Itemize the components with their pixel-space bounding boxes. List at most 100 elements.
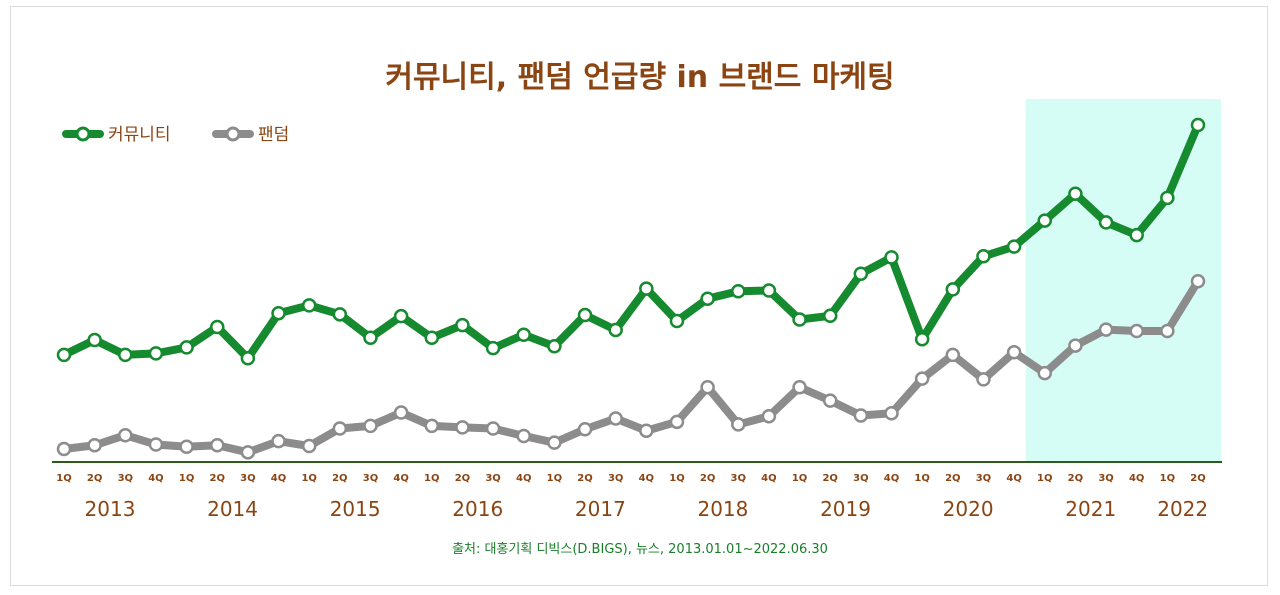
x-tick-quarter: 4Q [884,473,899,484]
data-point-community [1098,215,1114,230]
data-point-fandom [822,393,838,408]
x-tick-quarter: 4Q [393,473,408,484]
data-point-fandom [639,423,654,439]
data-point-community [301,298,317,313]
data-point-fandom [209,438,225,453]
data-point-community [669,313,685,329]
data-point-community [363,330,378,346]
data-point-fandom [547,435,562,450]
x-tick-quarter: 1Q [56,473,71,484]
x-tick-quarter: 2Q [1068,473,1083,484]
data-point-fandom [669,414,685,430]
data-point-community [547,339,562,354]
x-tick-quarter: 3Q [853,473,868,484]
data-point-fandom [87,438,102,453]
x-tick-quarter: 1Q [424,473,439,484]
x-tick-quarter: 1Q [1037,473,1052,484]
data-point-community [1037,213,1053,228]
data-point-community [1068,186,1083,202]
data-point-fandom [516,428,531,444]
data-point-community [1190,117,1206,133]
data-point-community [853,266,869,282]
data-point-fandom [179,439,194,454]
x-tick-quarter: 4Q [1006,473,1021,484]
data-point-fandom [1037,365,1053,381]
x-tick-quarter: 4Q [1129,473,1144,484]
x-tick-quarter: 1Q [1160,473,1175,484]
data-point-fandom [148,437,164,452]
x-tick-quarter: 2Q [945,473,960,484]
data-point-fandom [914,371,930,386]
data-point-community [700,291,715,306]
data-point-community [1129,227,1144,243]
data-point-fandom [485,421,501,436]
x-tick-quarter: 1Q [547,473,562,484]
x-tick-quarter: 2Q [455,473,470,484]
data-point-community [1006,239,1022,254]
data-point-fandom [1190,273,1206,289]
x-tick-quarter: 3Q [608,473,623,484]
data-point-community [424,330,440,346]
data-point-community [240,350,256,366]
data-point-fandom [393,405,409,420]
data-point-fandom [577,422,593,437]
legend-marker-community [75,126,91,142]
data-point-fandom [455,420,470,435]
x-tick-quarter: 1Q [792,473,807,484]
x-tick-quarter: 3Q [1098,473,1113,484]
x-tick-quarter: 3Q [485,473,500,484]
data-point-fandom [118,427,133,443]
series-fandom [56,273,1206,460]
data-point-community [148,346,164,361]
data-point-community [332,307,348,322]
data-point-community [608,322,623,338]
x-tick-year: 2016 [452,497,503,521]
x-tick-year: 2022 [1157,497,1208,521]
chart-title: 커뮤니티, 팬덤 언급량 in 브랜드 마케팅 [385,60,895,95]
data-point-community [731,284,746,299]
chart-source: 출처: 대홍기획 디빅스(D.BIGS), 뉴스, 2013.01.01~202… [452,542,828,557]
legend-marker-fandom [225,126,241,142]
x-tick-quarter: 2Q [87,473,102,484]
legend: 커뮤니티 팬덤 [62,125,289,145]
x-tick-quarter: 1Q [669,473,684,484]
x-tick-quarter: 2Q [700,473,715,484]
data-point-fandom [1068,338,1083,353]
x-tick-quarter: 2Q [577,473,592,484]
data-point-fandom [1160,323,1175,339]
x-tick-quarter: 4Q [516,473,531,484]
data-point-fandom [761,408,777,424]
data-point-fandom [332,421,348,436]
data-point-community [516,327,531,343]
data-point-fandom [56,441,72,457]
data-point-community [485,340,501,356]
data-point-community [1160,190,1175,206]
legend-label-community: 커뮤니티 [108,125,171,145]
series-community [56,117,1206,366]
data-point-community [884,250,899,265]
data-point-fandom [363,418,378,434]
x-tick-year: 2018 [697,497,748,521]
data-point-fandom [884,406,899,421]
x-tick-quarter: 3Q [240,473,255,484]
x-tick-year: 2021 [1065,497,1116,521]
data-point-community [455,317,470,333]
x-tick-quarter: 4Q [271,473,286,484]
data-point-fandom [700,379,715,395]
legend-item-fandom: 팬덤 [212,125,289,145]
data-point-community [577,307,593,323]
x-tick-quarter: 2Q [1190,473,1205,484]
data-point-fandom [1006,345,1022,360]
data-point-community [87,332,102,348]
x-tick-quarter: 1Q [301,473,316,484]
data-point-fandom [945,347,961,363]
x-tick-year: 2017 [575,497,626,521]
x-tick-quarter: 1Q [914,473,929,484]
x-tick-quarter: 3Q [118,473,133,484]
data-point-community [945,282,961,297]
x-tick-year: 2013 [85,497,136,521]
x-tick-year: 2015 [330,497,381,521]
x-tick-year: 2020 [943,497,994,521]
x-tick-quarter: 2Q [210,473,225,484]
